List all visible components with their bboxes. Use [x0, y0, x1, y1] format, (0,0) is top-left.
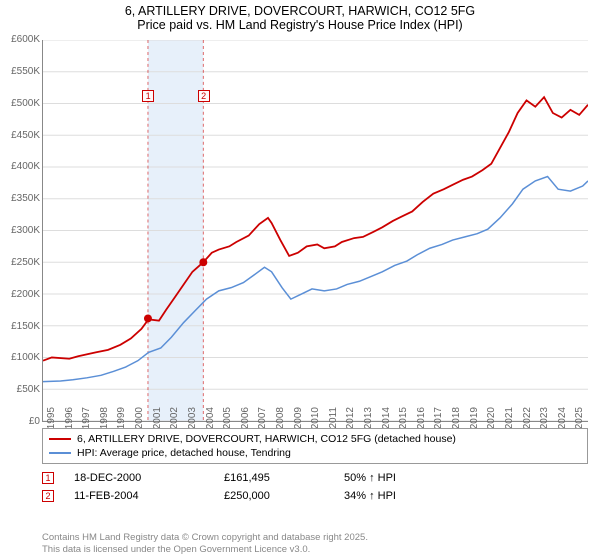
y-tick-label: £200K: [0, 289, 40, 300]
event-row-2: 2 11-FEB-2004 £250,000 34% ↑ HPI: [42, 487, 588, 505]
y-tick-label: £500K: [0, 98, 40, 109]
chart-container: 6, ARTILLERY DRIVE, DOVERCOURT, HARWICH,…: [0, 0, 600, 560]
legend-row-series-2: HPI: Average price, detached house, Tend…: [49, 446, 581, 460]
title-block: 6, ARTILLERY DRIVE, DOVERCOURT, HARWICH,…: [0, 0, 600, 32]
legend-label-2: HPI: Average price, detached house, Tend…: [77, 447, 291, 459]
legend-label-1: 6, ARTILLERY DRIVE, DOVERCOURT, HARWICH,…: [77, 433, 456, 445]
y-tick-label: £250K: [0, 257, 40, 268]
event-1-date: 18-DEC-2000: [74, 472, 204, 484]
event-marker-2-icon: 2: [42, 490, 54, 502]
chart-marker-box: 2: [198, 90, 210, 102]
y-tick-label: £450K: [0, 130, 40, 141]
events-table: 1 18-DEC-2000 £161,495 50% ↑ HPI 2 11-FE…: [42, 469, 588, 505]
y-tick-label: £300K: [0, 225, 40, 236]
footer-line-1: Contains HM Land Registry data © Crown c…: [42, 532, 368, 544]
y-tick-label: £100K: [0, 352, 40, 363]
event-2-pct: 34% ↑ HPI: [344, 490, 464, 502]
event-1-pct: 50% ↑ HPI: [344, 472, 464, 484]
event-2-price: £250,000: [224, 490, 324, 502]
chart-svg: [43, 40, 588, 421]
y-tick-label: £50K: [0, 384, 40, 395]
legend-swatch-blue: [49, 452, 71, 454]
legend-row-series-1: 6, ARTILLERY DRIVE, DOVERCOURT, HARWICH,…: [49, 432, 581, 446]
y-tick-label: £0: [0, 416, 40, 427]
y-tick-label: £400K: [0, 161, 40, 172]
chart-plot-area: 12: [42, 40, 588, 422]
event-1-price: £161,495: [224, 472, 324, 484]
y-tick-label: £550K: [0, 66, 40, 77]
legend-box: 6, ARTILLERY DRIVE, DOVERCOURT, HARWICH,…: [42, 428, 588, 464]
footer-attribution: Contains HM Land Registry data © Crown c…: [42, 532, 368, 556]
footer-line-2: This data is licensed under the Open Gov…: [42, 544, 368, 556]
event-marker-1-icon: 1: [42, 472, 54, 484]
title-line-1: 6, ARTILLERY DRIVE, DOVERCOURT, HARWICH,…: [0, 4, 600, 18]
legend-swatch-red: [49, 438, 71, 440]
event-row-1: 1 18-DEC-2000 £161,495 50% ↑ HPI: [42, 469, 588, 487]
y-tick-label: £600K: [0, 34, 40, 45]
title-line-2: Price paid vs. HM Land Registry's House …: [0, 18, 600, 32]
chart-marker-box: 1: [142, 90, 154, 102]
y-tick-label: £350K: [0, 193, 40, 204]
event-2-date: 11-FEB-2004: [74, 490, 204, 502]
y-tick-label: £150K: [0, 321, 40, 332]
